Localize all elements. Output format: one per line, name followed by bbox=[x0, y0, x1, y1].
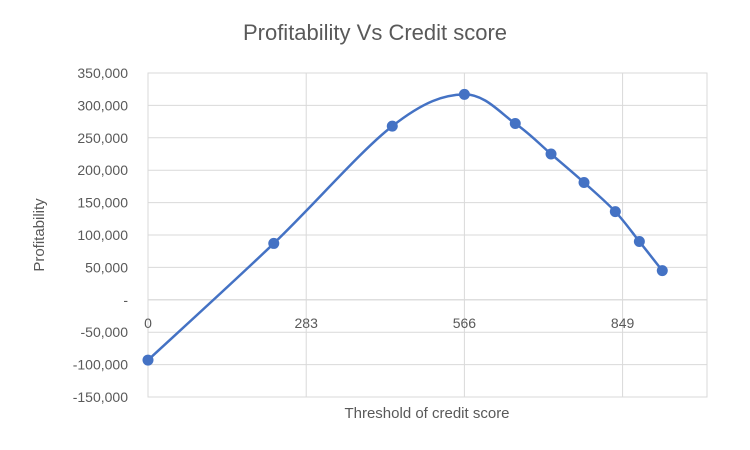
data-point bbox=[268, 237, 280, 249]
y-axis-title: Profitability bbox=[31, 198, 48, 272]
y-tick-label: 150,000 bbox=[77, 195, 128, 211]
gridlines bbox=[147, 72, 707, 398]
y-tick-label: 100,000 bbox=[77, 227, 128, 243]
y-tick-label: -50,000 bbox=[81, 324, 129, 340]
data-point bbox=[142, 354, 154, 366]
data-point bbox=[633, 235, 645, 247]
y-tick-label: 350,000 bbox=[77, 65, 128, 81]
x-tick-label: 0 bbox=[144, 315, 152, 331]
data-point bbox=[458, 88, 470, 100]
x-tick-label: 849 bbox=[611, 315, 635, 331]
x-tick-label: 566 bbox=[453, 315, 477, 331]
axes bbox=[147, 72, 708, 398]
y-tick-label: 250,000 bbox=[77, 130, 128, 146]
data-point bbox=[509, 118, 521, 130]
x-tick-label: 283 bbox=[295, 315, 319, 331]
data-point bbox=[545, 148, 557, 160]
y-tick-label: -100,000 bbox=[73, 357, 128, 373]
series-line bbox=[147, 93, 664, 361]
data-point bbox=[578, 177, 590, 189]
plot-area bbox=[147, 72, 708, 398]
y-tick-label: - bbox=[123, 292, 128, 308]
data-point bbox=[656, 265, 668, 277]
y-tick-label: 50,000 bbox=[85, 259, 128, 275]
data-point bbox=[609, 206, 621, 218]
x-axis-title: Threshold of credit score bbox=[344, 405, 509, 422]
tick-labels: 350,000 300,000 250,000 200,000 150,000 100,0… bbox=[73, 65, 635, 405]
data-point bbox=[386, 120, 398, 132]
y-tick-label: 300,000 bbox=[77, 97, 128, 113]
series-layer bbox=[142, 88, 668, 366]
y-tick-label: 200,000 bbox=[77, 162, 128, 178]
chart-title: Profitability Vs Credit score bbox=[243, 20, 507, 45]
y-tick-label: -150,000 bbox=[73, 389, 128, 405]
